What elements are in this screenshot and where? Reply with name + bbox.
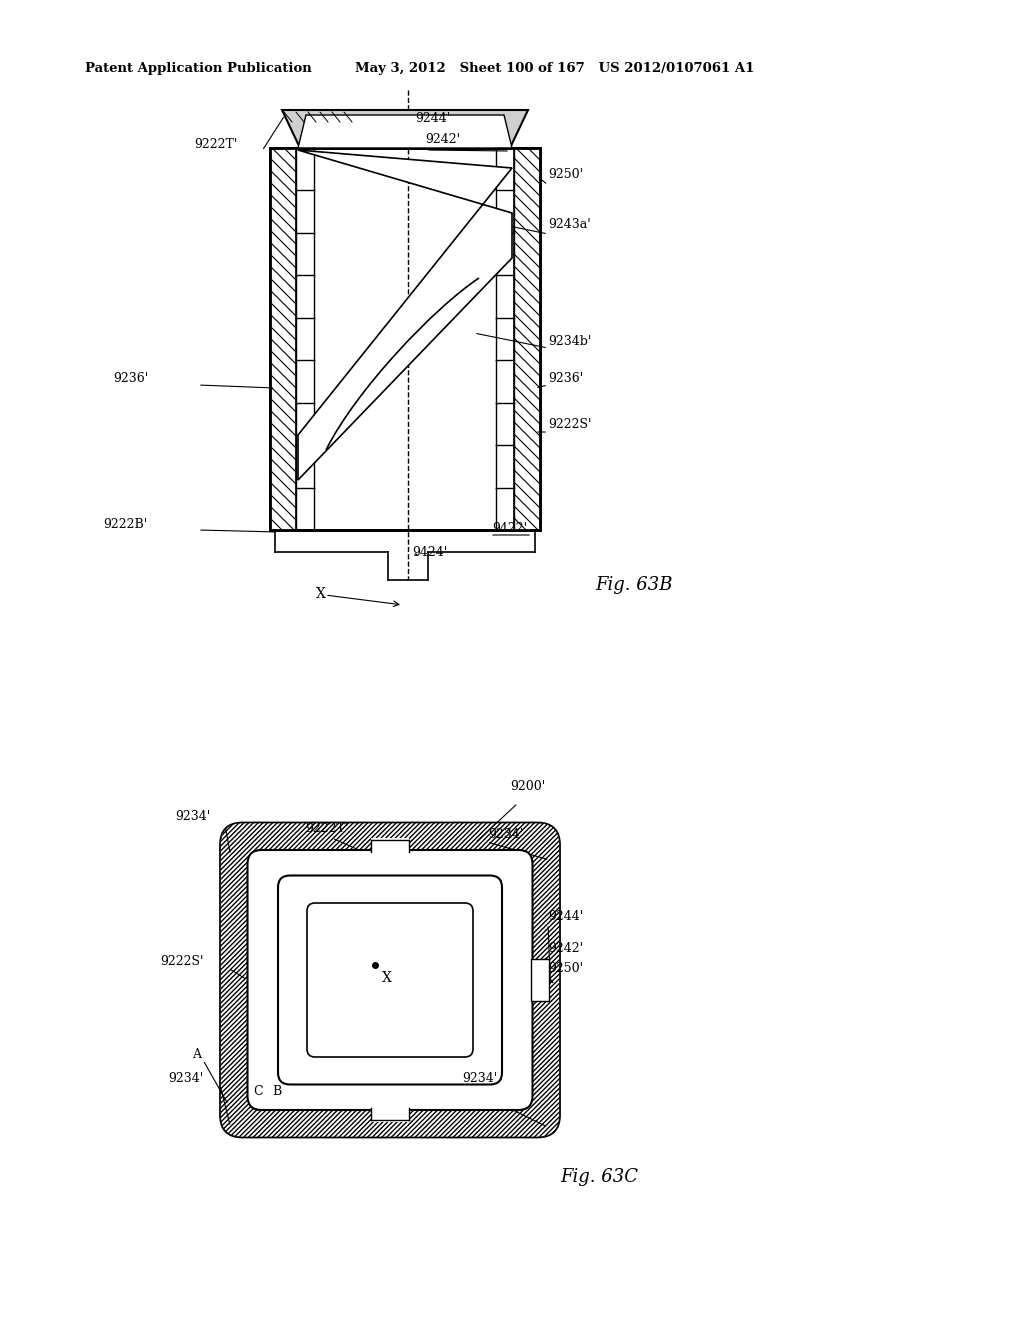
FancyBboxPatch shape — [248, 850, 532, 1110]
Text: 9243a': 9243a' — [548, 218, 591, 231]
FancyBboxPatch shape — [220, 822, 559, 1137]
Text: 9222S': 9222S' — [548, 418, 592, 432]
Polygon shape — [282, 110, 528, 148]
Text: 9244': 9244' — [548, 909, 584, 923]
Text: Patent Application Publication: Patent Application Publication — [85, 62, 311, 75]
Text: 9234': 9234' — [175, 810, 210, 822]
Text: 9222T': 9222T' — [195, 139, 238, 150]
Polygon shape — [270, 148, 540, 531]
Bar — [371, 1107, 409, 1122]
Text: A: A — [193, 1048, 201, 1061]
Text: Fig. 63C: Fig. 63C — [560, 1168, 638, 1185]
Text: 9222B': 9222B' — [103, 517, 148, 531]
Text: 9250': 9250' — [548, 962, 583, 975]
Text: C: C — [253, 1085, 262, 1098]
Text: 9234b': 9234b' — [548, 335, 592, 348]
Text: May 3, 2012   Sheet 100 of 167   US 2012/0107061 A1: May 3, 2012 Sheet 100 of 167 US 2012/010… — [355, 62, 755, 75]
FancyBboxPatch shape — [307, 903, 473, 1057]
Polygon shape — [298, 115, 512, 148]
Text: X: X — [316, 587, 326, 601]
Polygon shape — [298, 150, 512, 480]
Polygon shape — [514, 148, 540, 531]
Text: 9234': 9234' — [488, 828, 523, 841]
Text: 9236': 9236' — [113, 372, 148, 385]
Text: 9222T': 9222T' — [305, 822, 348, 836]
Text: 9236': 9236' — [548, 372, 584, 385]
Text: X: X — [382, 972, 392, 985]
Text: 9244': 9244' — [415, 112, 451, 125]
FancyBboxPatch shape — [278, 875, 502, 1085]
Text: 9234': 9234' — [462, 1072, 498, 1085]
Text: 9200': 9200' — [510, 780, 545, 793]
Text: 9242': 9242' — [425, 133, 460, 147]
Text: 9242': 9242' — [548, 942, 583, 954]
Text: 9234': 9234' — [168, 1072, 203, 1085]
Text: B: B — [272, 1085, 282, 1098]
Text: Fig. 63B: Fig. 63B — [595, 576, 673, 594]
Text: 9424': 9424' — [412, 546, 447, 558]
FancyBboxPatch shape — [220, 822, 559, 1137]
Bar — [530, 960, 549, 1001]
Text: 9222S': 9222S' — [160, 954, 204, 968]
Bar — [371, 838, 409, 851]
Polygon shape — [270, 148, 296, 531]
Text: 9250': 9250' — [548, 168, 583, 181]
Text: 9422': 9422' — [492, 521, 527, 535]
